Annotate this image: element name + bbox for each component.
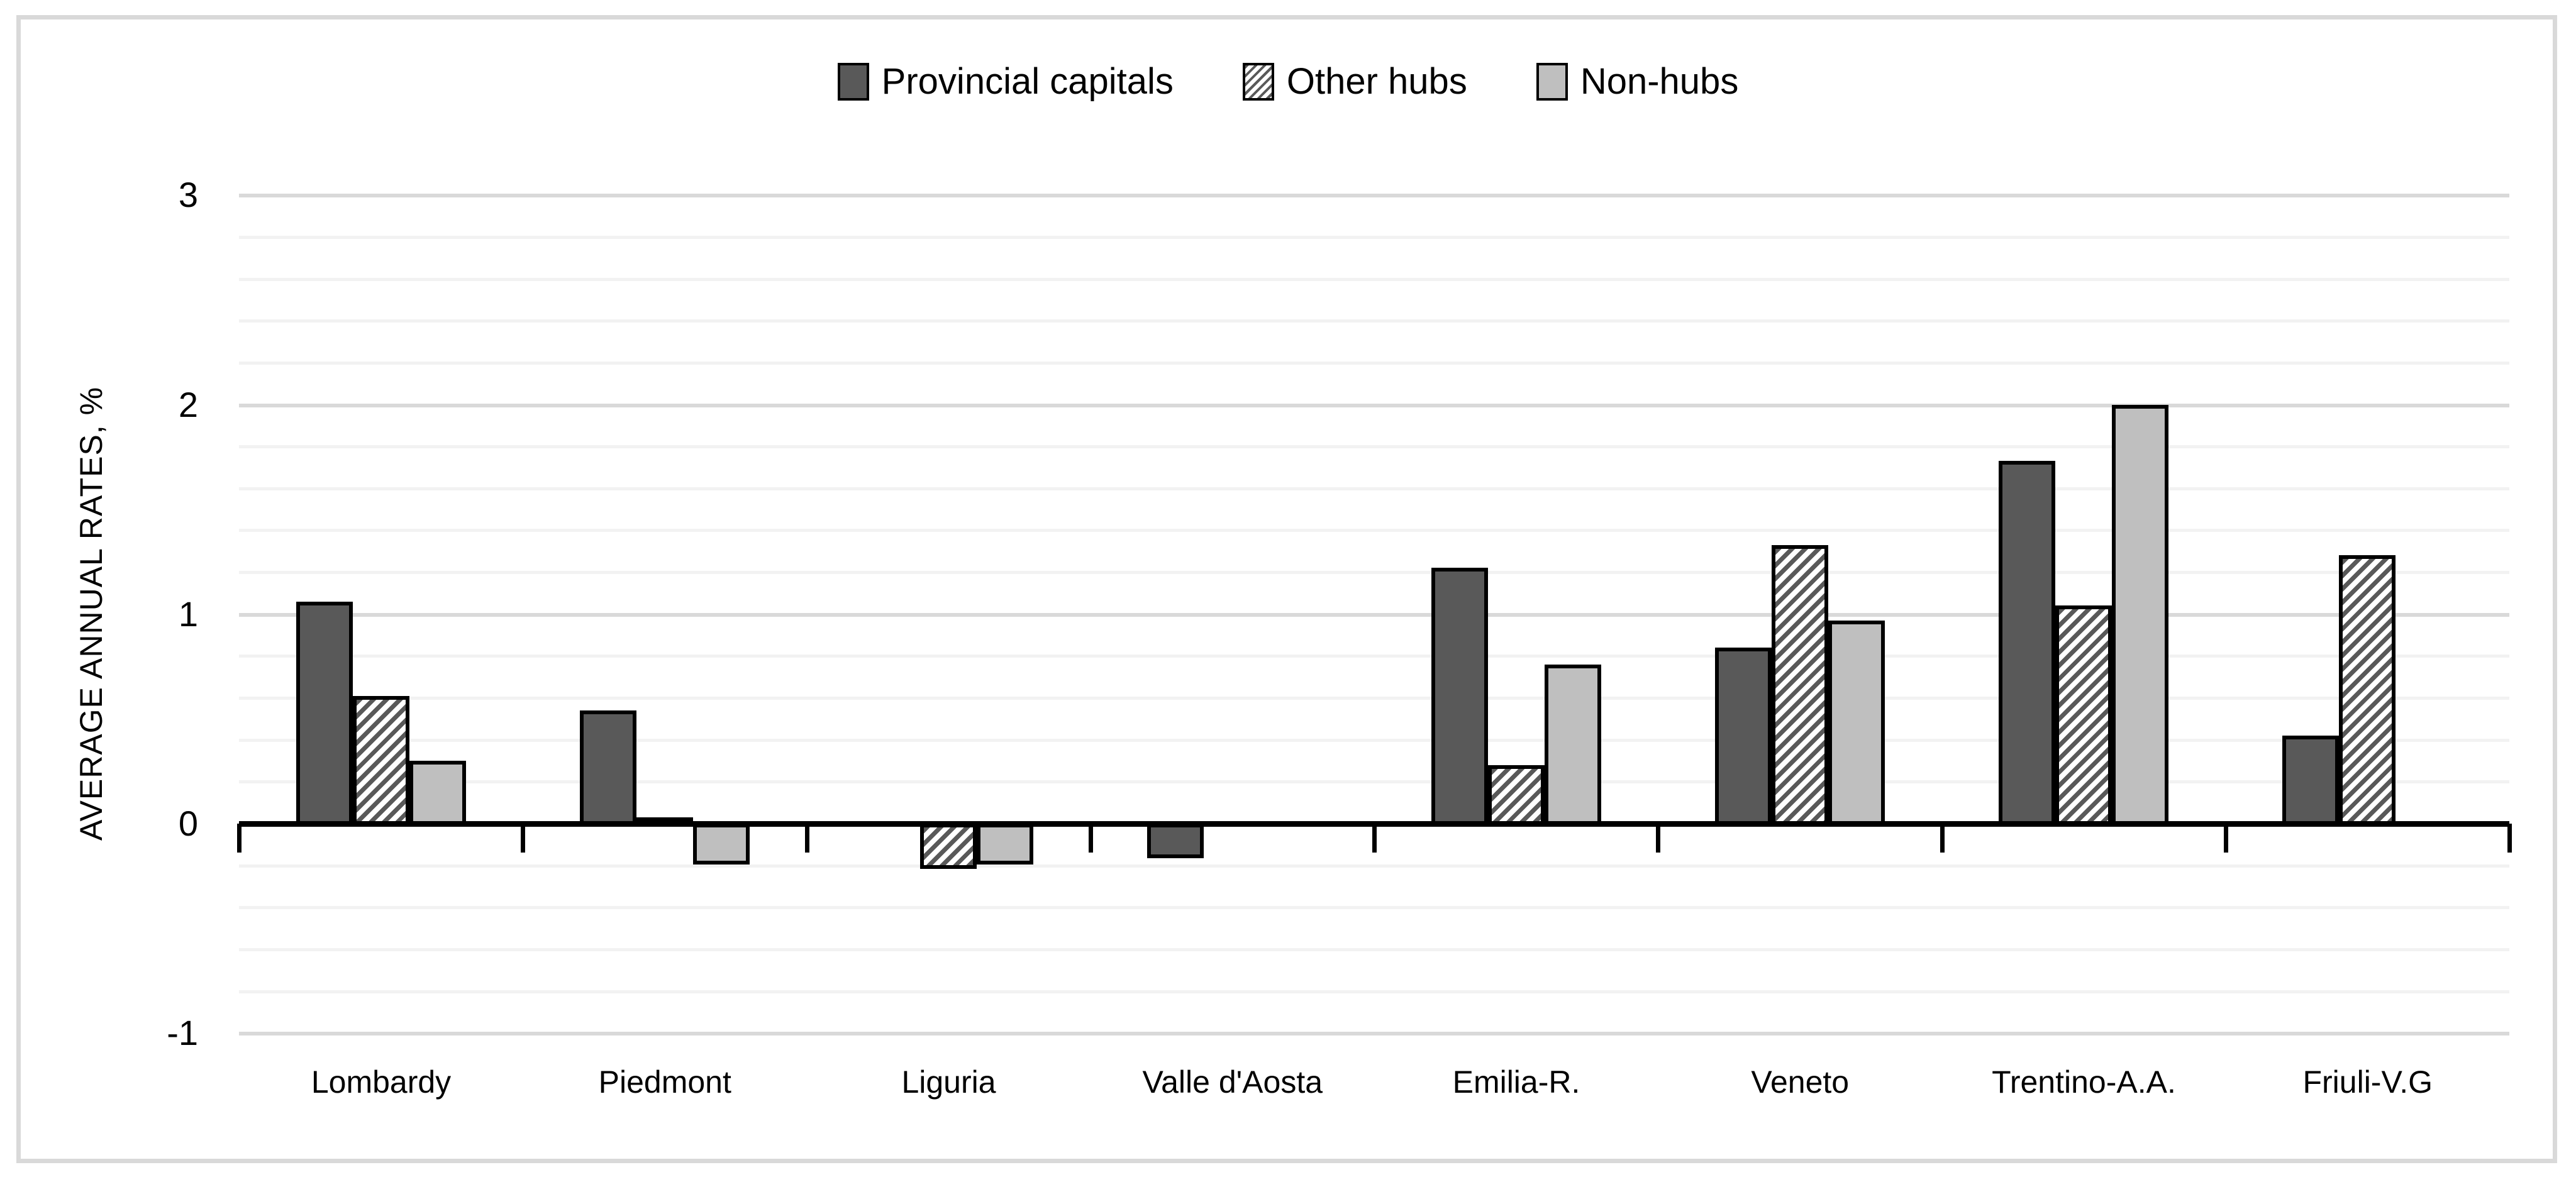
x-category-label: Veneto (1751, 1064, 1850, 1100)
y-tick-label: 3 (178, 175, 198, 215)
x-category-label: Valle d'Aosta (1142, 1064, 1323, 1100)
x-category-label: Friuli-V.G (2302, 1064, 2433, 1100)
minor-gridline (239, 235, 2509, 239)
bar-other-hubs-veneto (1771, 544, 1828, 827)
legend-label: Other hubs (1286, 61, 1467, 102)
x-category-label: Liguria (901, 1064, 996, 1100)
minor-gridline (239, 571, 2509, 575)
x-axis-tick (1656, 824, 1661, 853)
bar-provincial-capitals-piedmont (579, 710, 636, 827)
minor-gridline (239, 445, 2509, 449)
minor-gridline (239, 906, 2509, 910)
minor-gridline (239, 947, 2509, 951)
x-axis-tick (1940, 824, 1945, 853)
bar-provincial-capitals-trentino-a-a (1999, 461, 2056, 827)
bar-non-hubs-trentino-a-a (2112, 404, 2169, 827)
y-tick-label: 2 (178, 384, 198, 424)
minor-gridline (239, 780, 2509, 784)
bar-provincial-capitals-valle-d-aosta (1147, 824, 1204, 858)
minor-gridline (239, 319, 2509, 323)
minor-gridline (239, 990, 2509, 993)
x-axis-tick (1088, 824, 1093, 853)
x-axis-tick (521, 824, 526, 853)
major-gridline (239, 1032, 2509, 1036)
bar-other-hubs-friuli-v-g (2339, 555, 2396, 827)
minor-gridline (239, 697, 2509, 700)
x-axis-tick (2223, 824, 2228, 853)
chart-legend: Provincial capitals Other hubs Non-hubs (0, 60, 2576, 102)
minor-gridline (239, 864, 2509, 868)
bar-non-hubs-liguria (977, 824, 1034, 864)
minor-gridline (239, 361, 2509, 365)
x-axis-tick (2507, 824, 2512, 853)
bar-other-hubs-liguria (920, 824, 977, 869)
legend-item-non-hubs: Non-hubs (1536, 60, 1738, 102)
x-axis-tick (237, 824, 242, 853)
y-tick-label: 0 (178, 804, 198, 843)
minor-gridline (239, 277, 2509, 281)
x-axis-tick (1372, 824, 1377, 853)
legend-swatch-non-hubs (1536, 62, 1568, 101)
legend-item-provincial-capitals: Provincial capitals (837, 60, 1174, 102)
major-gridline (239, 403, 2509, 407)
bar-provincial-capitals-lombardy (296, 601, 353, 827)
x-category-label: Emilia-R. (1452, 1064, 1580, 1100)
bar-non-hubs-piedmont (692, 824, 750, 864)
legend-swatch-provincial-capitals (837, 62, 869, 101)
minor-gridline (239, 738, 2509, 742)
bar-other-hubs-trentino-a-a (2055, 605, 2112, 827)
bar-other-hubs-emilia-r (1487, 765, 1545, 827)
x-category-label: Trentino-A.A. (1992, 1064, 2176, 1100)
major-gridline (239, 194, 2509, 198)
bar-provincial-capitals-friuli-v-g (2282, 736, 2340, 827)
x-category-label: Piedmont (598, 1064, 731, 1100)
major-gridline (239, 612, 2509, 617)
legend-swatch-other-hubs (1242, 62, 1274, 101)
minor-gridline (239, 655, 2509, 658)
bar-provincial-capitals-emilia-r (1431, 568, 1488, 827)
legend-label: Non-hubs (1580, 61, 1739, 102)
minor-gridline (239, 529, 2509, 533)
bar-non-hubs-veneto (1828, 620, 1885, 827)
x-category-label: Lombardy (311, 1064, 452, 1100)
bar-non-hubs-emilia-r (1544, 664, 1601, 827)
x-axis-tick (804, 824, 809, 853)
bar-provincial-capitals-veneto (1714, 648, 1772, 827)
y-tick-label: 1 (178, 594, 198, 634)
bar-other-hubs-lombardy (352, 695, 409, 827)
bar-non-hubs-lombardy (409, 761, 466, 827)
y-axis-title: AVERAGE ANNUAL RATES, % (74, 386, 109, 841)
y-tick-label: -1 (167, 1013, 198, 1053)
legend-item-other-hubs: Other hubs (1242, 60, 1467, 102)
legend-label: Provincial capitals (881, 61, 1174, 102)
minor-gridline (239, 487, 2509, 490)
